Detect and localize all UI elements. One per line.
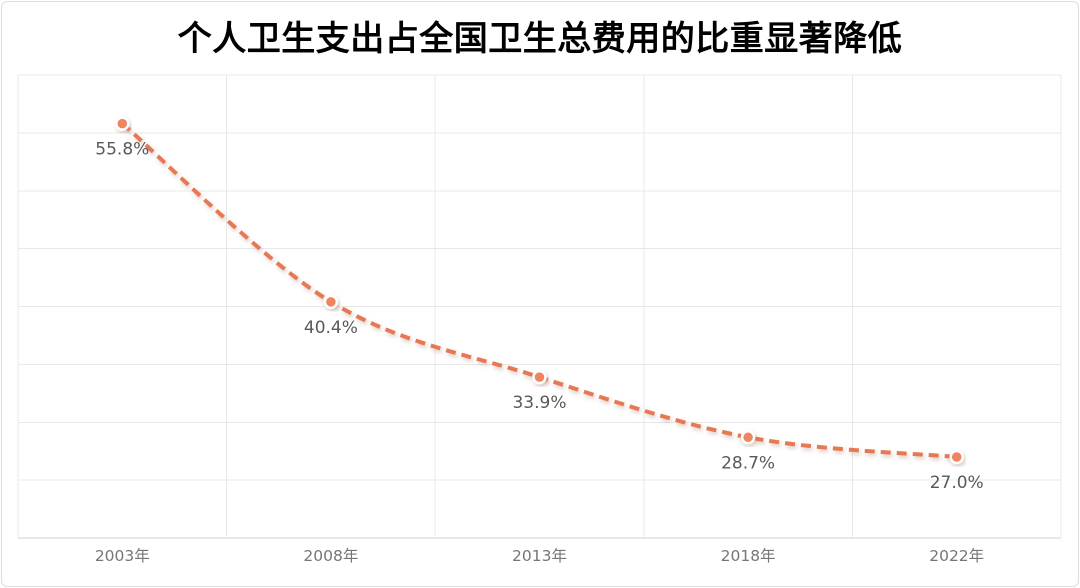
data-point-label: 40.4% (304, 318, 358, 338)
data-point-marker (532, 369, 547, 385)
x-axis-label: 2008年 (303, 547, 358, 565)
chart-title: 个人卫生支出占全国卫生总费用的比重显著降低 (177, 19, 903, 59)
data-point-marker (323, 294, 339, 310)
data-point-label: 33.9% (512, 393, 566, 413)
x-axis-label: 2013年 (512, 547, 567, 565)
x-axis-label: 2018年 (721, 547, 776, 565)
data-point-marker (740, 430, 756, 445)
data-point-marker (115, 116, 130, 131)
x-axis-label: 2022年 (929, 547, 984, 565)
data-point-label: 27.0% (930, 473, 984, 493)
data-point-label: 28.7% (721, 453, 775, 473)
data-point-marker (949, 449, 964, 465)
data-point-label: 55.8% (95, 140, 149, 160)
x-axis-label: 2003年 (95, 547, 150, 565)
